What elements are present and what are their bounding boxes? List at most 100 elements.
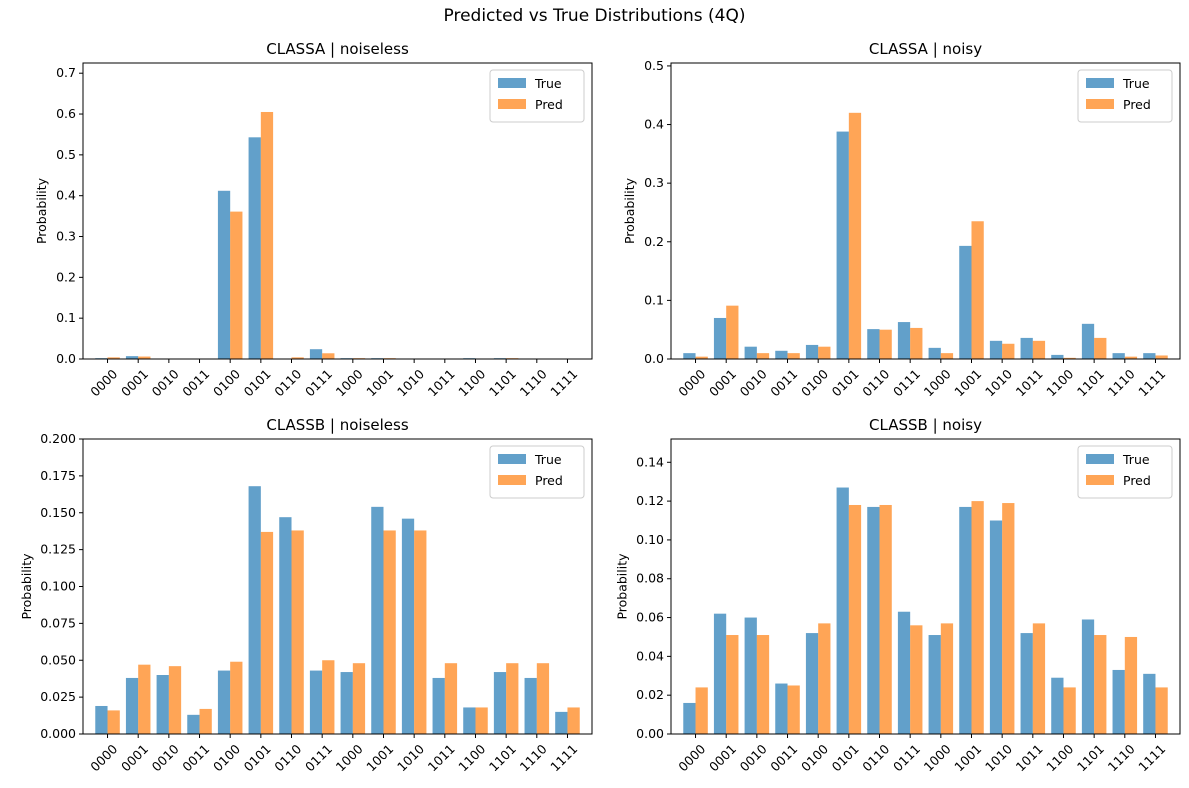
x-tick-label: 1101 xyxy=(1074,741,1107,774)
bar-pred-0011 xyxy=(199,708,212,734)
y-axis-label: Probability xyxy=(34,177,49,244)
y-tick-label: 0.5 xyxy=(56,147,76,162)
bar-true-0110 xyxy=(279,517,292,734)
bar-pred-1001 xyxy=(971,221,984,359)
bar-pred-1110 xyxy=(536,663,550,734)
bar-pred-1011 xyxy=(444,663,458,734)
x-tick-label: 0010 xyxy=(149,366,182,399)
x-tick-label: 0011 xyxy=(179,366,212,399)
bar-true-1110 xyxy=(524,677,537,734)
y-tick-label: 0.1 xyxy=(644,292,664,307)
legend-swatch-pred xyxy=(498,99,526,109)
x-tick-label: 0101 xyxy=(829,741,862,774)
chart-panel-4: 0.00 0.02 0.04 0.06 0.08 0.10 0.12 0.14 00000001… xyxy=(615,416,1181,774)
bar-pred-0000 xyxy=(107,710,120,734)
x-tick-label: 0110 xyxy=(859,741,892,774)
bar-pred-1100 xyxy=(1063,687,1076,734)
y-axis-label: Probability xyxy=(615,553,630,620)
bar-pred-0100 xyxy=(818,623,831,735)
x-tick-label: 0110 xyxy=(271,366,304,399)
y-tick-label: 0.075 xyxy=(40,615,76,630)
bar-pred-0011 xyxy=(787,353,800,359)
x-tick-label: 1010 xyxy=(394,741,427,774)
y-tick-label: 0.025 xyxy=(40,689,76,704)
x-tick-label: 0111 xyxy=(890,366,923,399)
x-tick-label: 0000 xyxy=(675,366,708,399)
figure-title: Predicted vs True Distributions (4Q) xyxy=(443,6,746,26)
bar-true-0011 xyxy=(187,714,200,734)
x-tick-label: 1111 xyxy=(1135,366,1168,399)
x-tick-label: 0010 xyxy=(737,741,770,774)
x-tick-label: 1110 xyxy=(517,366,550,399)
bar-true-0001 xyxy=(125,677,139,734)
x-tick-label: 1001 xyxy=(363,741,396,774)
bar-true-0100 xyxy=(217,670,231,734)
y-tick-label: 0.10 xyxy=(636,532,664,547)
bar-true-0111 xyxy=(897,322,911,359)
bar-true-0001 xyxy=(713,317,727,359)
bar-pred-0010 xyxy=(168,666,182,734)
x-tick-label: 0101 xyxy=(241,741,274,774)
x-tick-label: 0011 xyxy=(179,741,212,774)
y-tick-label: 0.2 xyxy=(644,234,664,249)
bar-true-1001 xyxy=(371,506,384,734)
bar-pred-1100 xyxy=(1063,357,1076,359)
bar-pred-1011 xyxy=(1032,623,1046,735)
x-tick-label: 0100 xyxy=(210,741,243,774)
bar-true-0100 xyxy=(217,190,231,359)
y-tick-label: 0.0 xyxy=(56,351,76,366)
bar-pred-1110 xyxy=(1124,356,1138,359)
x-tick-label: 0100 xyxy=(798,366,831,399)
bar-pred-1111 xyxy=(567,707,580,734)
x-tick-label: 1101 xyxy=(486,366,519,399)
legend-label-pred: Pred xyxy=(1123,473,1151,488)
bar-pred-0110 xyxy=(879,504,892,734)
legend-swatch-pred xyxy=(498,475,526,485)
chart-panel-1: 0.0 0.1 0.2 0.3 0.4 0.5 0.6 0.7 0000000100100011… xyxy=(34,40,593,399)
x-tick-label: 1101 xyxy=(1074,366,1107,399)
bar-true-1000 xyxy=(340,672,353,734)
bar-pred-0111 xyxy=(910,327,923,359)
x-tick-label: 1110 xyxy=(517,741,550,774)
chart-title: CLASSB | noiseless xyxy=(266,416,408,434)
bar-pred-1001 xyxy=(383,530,396,734)
x-tick-label: 0111 xyxy=(890,741,923,774)
legend: True Pred xyxy=(489,445,585,499)
bar-true-0001 xyxy=(125,356,139,359)
bar-pred-0110 xyxy=(291,530,304,734)
bar-true-1000 xyxy=(928,635,941,734)
legend-swatch-pred xyxy=(1086,99,1114,109)
y-tick-label: 0.175 xyxy=(40,468,76,483)
legend-label-pred: Pred xyxy=(535,97,563,112)
bar-pred-0110 xyxy=(879,329,892,359)
bar-pred-1011 xyxy=(1032,340,1046,359)
bar-true-1101 xyxy=(493,672,507,734)
legend-swatch-true xyxy=(498,78,526,88)
x-tick-label: 1100 xyxy=(455,741,488,774)
x-tick-label: 1110 xyxy=(1105,741,1138,774)
bar-true-1111 xyxy=(1143,673,1156,734)
y-tick-label: 0.0 xyxy=(644,351,664,366)
y-tick-label: 0.08 xyxy=(636,571,664,586)
x-tick-label: 0010 xyxy=(737,366,770,399)
x-tick-label: 0001 xyxy=(118,741,151,774)
bar-true-0011 xyxy=(775,683,788,734)
x-tick-label: 1000 xyxy=(333,741,366,774)
y-axis-label: Probability xyxy=(19,553,34,620)
y-tick-label: 0.3 xyxy=(56,229,76,244)
y-tick-label: 0.7 xyxy=(56,65,76,80)
bar-pred-1101 xyxy=(506,663,519,734)
bar-true-0101 xyxy=(836,131,849,359)
bar-pred-0101 xyxy=(848,112,862,359)
x-tick-label: 1111 xyxy=(1135,741,1168,774)
bar-true-1100 xyxy=(1051,677,1064,734)
bar-pred-1010 xyxy=(414,530,427,734)
x-tick-label: 0100 xyxy=(798,741,831,774)
bar-true-0010 xyxy=(744,346,757,359)
bar-pred-0101 xyxy=(260,531,274,734)
bar-true-1111 xyxy=(1143,353,1156,359)
axes-frame xyxy=(82,438,593,735)
x-tick-label: 0000 xyxy=(87,741,120,774)
